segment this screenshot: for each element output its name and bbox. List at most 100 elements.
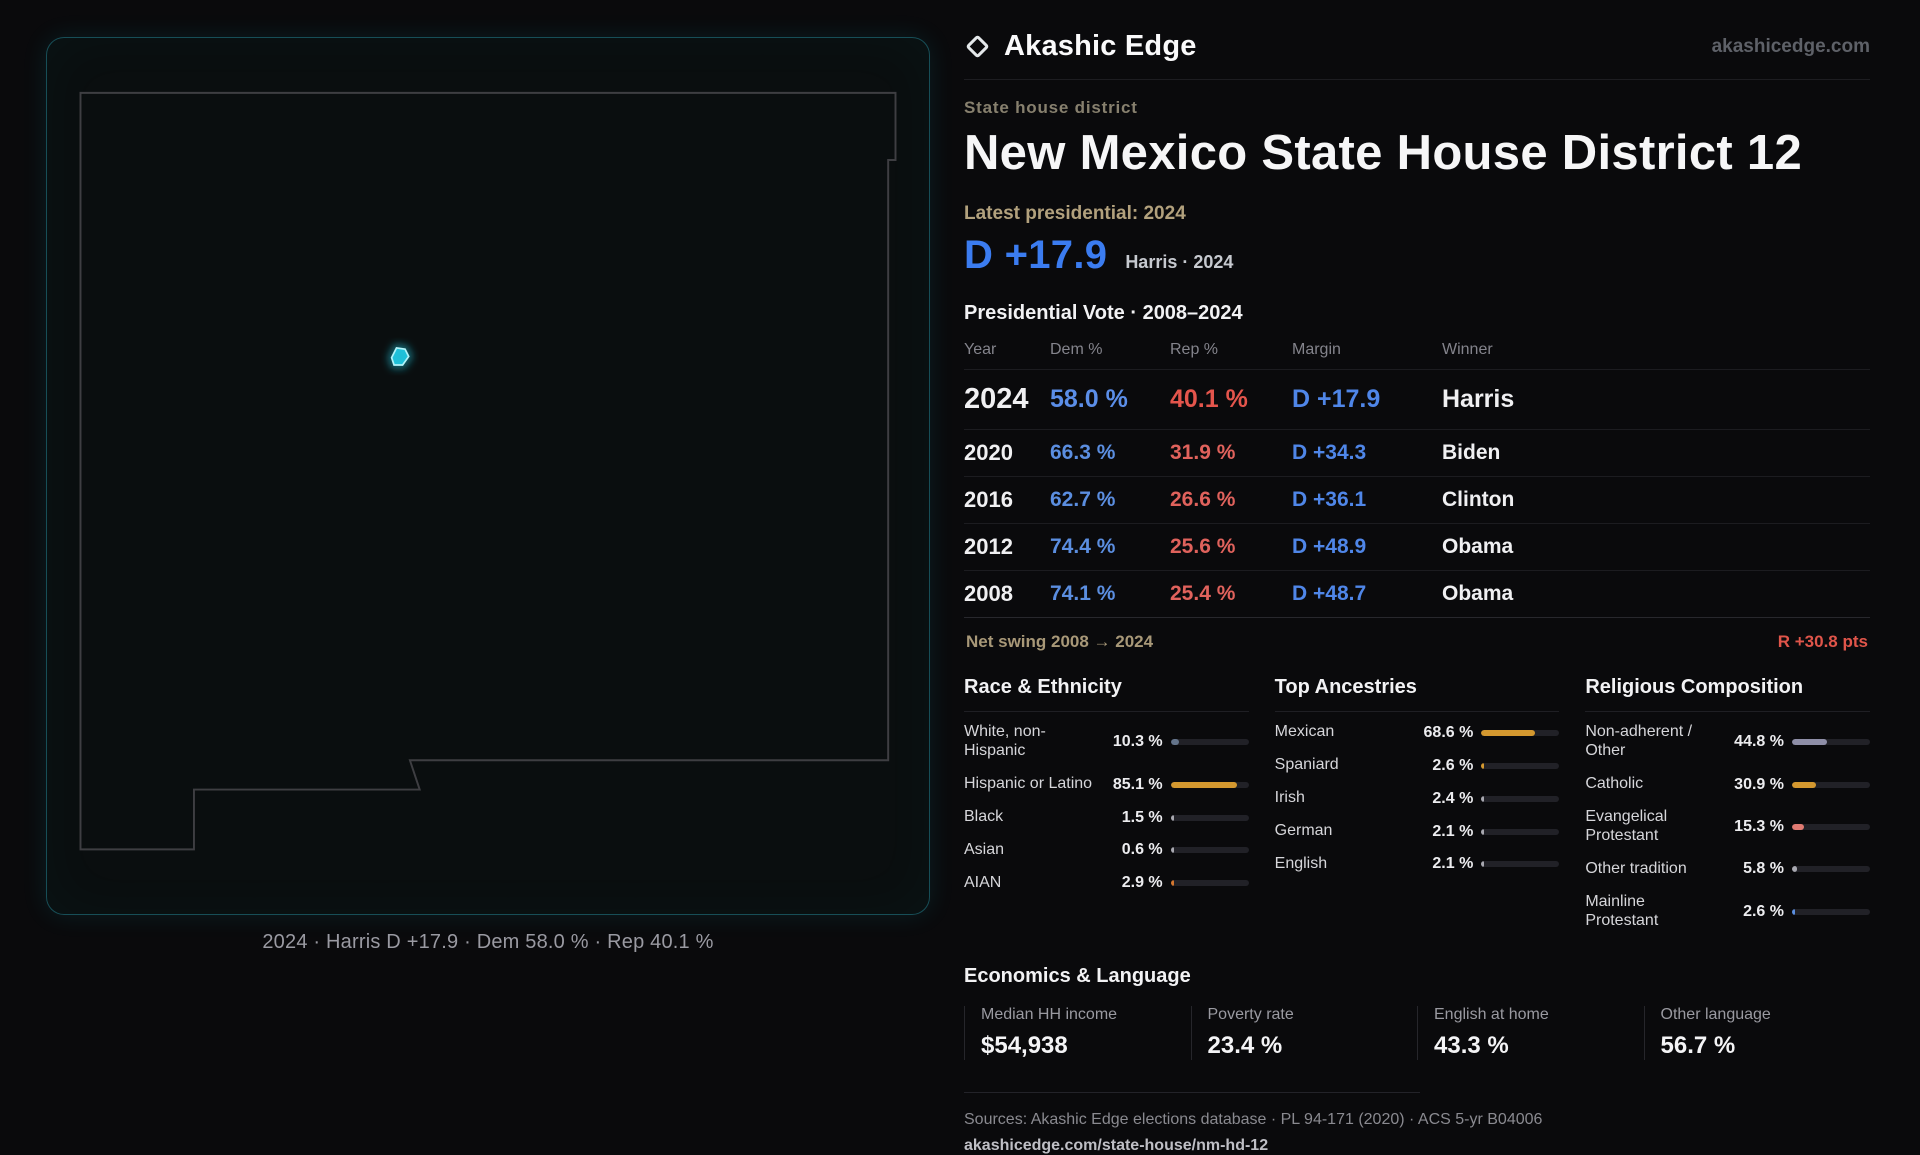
- economics-title: Economics & Language: [964, 965, 1191, 988]
- brand-name: Akashic Edge: [1004, 30, 1197, 62]
- vote-winner-cell: Obama: [1442, 535, 1514, 559]
- vote-table-body: 2024 58.0 % 40.1 % D +17.9 Harris 2020 6…: [964, 369, 1870, 617]
- demographic-rows: Mexican 68.6 % Spaniard 2.6 % Irish 2.4 …: [1275, 712, 1560, 880]
- vote-dem-cell: 62.7 %: [1050, 488, 1116, 512]
- demographic-bar-fill: [1791, 908, 1795, 915]
- demographic-bar-fill: [1481, 729, 1535, 736]
- demographic-row: Other tradition 5.8 %: [1585, 853, 1870, 886]
- demographic-rows: Non-adherent / Other 44.8 % Catholic 30.…: [1585, 712, 1870, 937]
- vote-dem-cell: 74.4 %: [1050, 535, 1116, 559]
- demographic-row: German 2.1 %: [1275, 815, 1560, 848]
- demographic-label: Irish: [1274, 789, 1305, 807]
- demographic-rows: White, non-Hispanic 10.3 % Hispanic or L…: [964, 712, 1249, 899]
- demographic-bar-track: [1791, 866, 1870, 873]
- econ-stats-row: Median HH income $54,938 Poverty rate 23…: [964, 1006, 1871, 1061]
- vote-table-title: Presidential Vote · 2008–2024: [964, 302, 1243, 325]
- demographic-label: Hispanic or Latino: [964, 775, 1093, 793]
- map-caption: 2024 · Harris D +17.9 · Dem 58.0 % · Rep…: [262, 931, 714, 953]
- demographic-row: Hispanic or Latino 85.1 %: [964, 768, 1249, 801]
- econ-stat-label: Median HH income: [981, 1006, 1118, 1024]
- demographic-row: White, non-Hispanic 10.3 %: [964, 716, 1249, 768]
- demographic-bar-track: [1791, 739, 1870, 746]
- demographic-bar-fill: [1170, 814, 1174, 821]
- demographic-row: Catholic 30.9 %: [1585, 768, 1870, 801]
- demographic-bar-fill: [1791, 739, 1827, 746]
- demographic-row: Black 1.5 %: [964, 801, 1249, 834]
- district-map-panel[interactable]: [46, 37, 930, 915]
- masthead: Akashic Edge akashicedge.com: [964, 30, 1870, 80]
- demographic-label: AIAN: [964, 873, 1002, 891]
- net-swing-label: Net swing 2008 → 2024: [966, 632, 1154, 652]
- econ-stat-label: Other language: [1660, 1006, 1771, 1024]
- latest-presidential-label: Latest presidential: 2024: [964, 203, 1186, 225]
- demographic-value: 2.9 %: [1121, 874, 1163, 892]
- demographic-label: Evangelical Protestant: [1585, 808, 1668, 844]
- vote-winner-cell: Harris: [1442, 385, 1515, 414]
- econ-stat-value: 43.3 %: [1434, 1032, 1509, 1060]
- vote-table-row: 2024 58.0 % 40.1 % D +17.9 Harris: [964, 369, 1870, 429]
- vote-margin-cell: D +34.3: [1292, 441, 1367, 465]
- col-header-dem: Dem %: [1050, 341, 1103, 359]
- vote-dem-cell: 66.3 %: [1050, 441, 1116, 465]
- col-header-winner: Winner: [1442, 341, 1493, 359]
- vote-table: Year Dem % Rep % Margin Winner 2024 58.0…: [964, 337, 1870, 617]
- vote-dem-cell: 58.0 %: [1050, 385, 1128, 414]
- demographic-value: 2.6 %: [1743, 902, 1784, 920]
- demographic-bar-track: [1170, 814, 1249, 821]
- brand-domain-link[interactable]: akashicedge.com: [1711, 35, 1870, 57]
- diamond-icon: [965, 34, 990, 59]
- demographic-value: 2.1 %: [1432, 822, 1474, 840]
- demographic-row: English 2.1 %: [1275, 848, 1560, 881]
- vote-winner-cell: Clinton: [1442, 488, 1515, 512]
- vote-table-row: 2008 74.1 % 25.4 % D +48.7 Obama: [964, 570, 1870, 617]
- demographic-group: Top Ancestries Mexican 68.6 % Spaniard 2…: [1274, 676, 1560, 937]
- demographic-value: 30.9 %: [1734, 775, 1784, 793]
- demographic-bar-fill: [1791, 866, 1797, 873]
- vote-year-cell: 2012: [964, 534, 1013, 560]
- demographic-group: Race & Ethnicity White, non-Hispanic 10.…: [964, 676, 1249, 937]
- demographic-bar-track: [1481, 828, 1560, 835]
- demographic-bar-track: [1481, 762, 1560, 769]
- econ-stat: Other language 56.7 %: [1643, 1006, 1871, 1061]
- vote-dem-cell: 74.1 %: [1050, 582, 1116, 606]
- demographic-value: 5.8 %: [1743, 860, 1784, 878]
- vote-year-cell: 2024: [964, 383, 1029, 416]
- vote-margin-cell: D +36.1: [1292, 488, 1367, 512]
- permalink[interactable]: akashicedge.com/state-house/nm-hd-12: [964, 1137, 1269, 1155]
- demographic-bar-track: [1481, 861, 1560, 868]
- demographic-label: Non-adherent / Other: [1585, 723, 1693, 760]
- econ-stat-value: $54,938: [981, 1032, 1068, 1060]
- demographic-label: Catholic: [1585, 775, 1644, 793]
- net-swing-value: R +30.8 pts: [1777, 632, 1868, 652]
- econ-stat: Median HH income $54,938: [964, 1006, 1191, 1061]
- vote-rep-cell: 25.6 %: [1170, 535, 1236, 559]
- demographic-bar-track: [1170, 739, 1249, 746]
- demographic-group-title: Religious Composition: [1585, 676, 1870, 713]
- econ-stat-label: Poverty rate: [1207, 1006, 1294, 1024]
- vote-table-row: 2020 66.3 % 31.9 % D +34.3 Biden: [964, 429, 1870, 476]
- district-12-highlight[interactable]: [390, 346, 410, 366]
- demographic-bar-fill: [1481, 795, 1485, 802]
- demographic-bar-fill: [1481, 861, 1485, 868]
- headline-margin-note: Harris · 2024: [1125, 252, 1234, 273]
- demographic-bar-track: [1481, 729, 1560, 736]
- demographic-value: 44.8 %: [1734, 733, 1784, 751]
- demographic-bar-fill: [1791, 781, 1817, 788]
- demographic-label: Mainline Protestant: [1585, 892, 1659, 929]
- demographic-bar-fill: [1170, 847, 1174, 854]
- demographic-bar-track: [1170, 781, 1249, 788]
- vote-year-cell: 2020: [964, 440, 1013, 466]
- demographic-bar-fill: [1170, 781, 1238, 788]
- demographic-value: 85.1 %: [1112, 775, 1163, 793]
- demographic-bar-track: [1791, 908, 1870, 915]
- vote-table-header: Year Dem % Rep % Margin Winner: [964, 337, 1870, 369]
- vote-table-row: 2016 62.7 % 26.6 % D +36.1 Clinton: [964, 476, 1870, 523]
- demographic-row: Spaniard 2.6 %: [1275, 749, 1560, 782]
- econ-stat: English at home 43.3 %: [1417, 1006, 1644, 1061]
- demographic-row: Mainline Protestant 2.6 %: [1585, 886, 1870, 938]
- col-header-margin: Margin: [1292, 341, 1341, 359]
- demographic-row: AIAN 2.9 %: [964, 867, 1249, 900]
- vote-rep-cell: 31.9 %: [1170, 441, 1236, 465]
- headline-margin-row: D +17.9 Harris · 2024: [964, 233, 1870, 278]
